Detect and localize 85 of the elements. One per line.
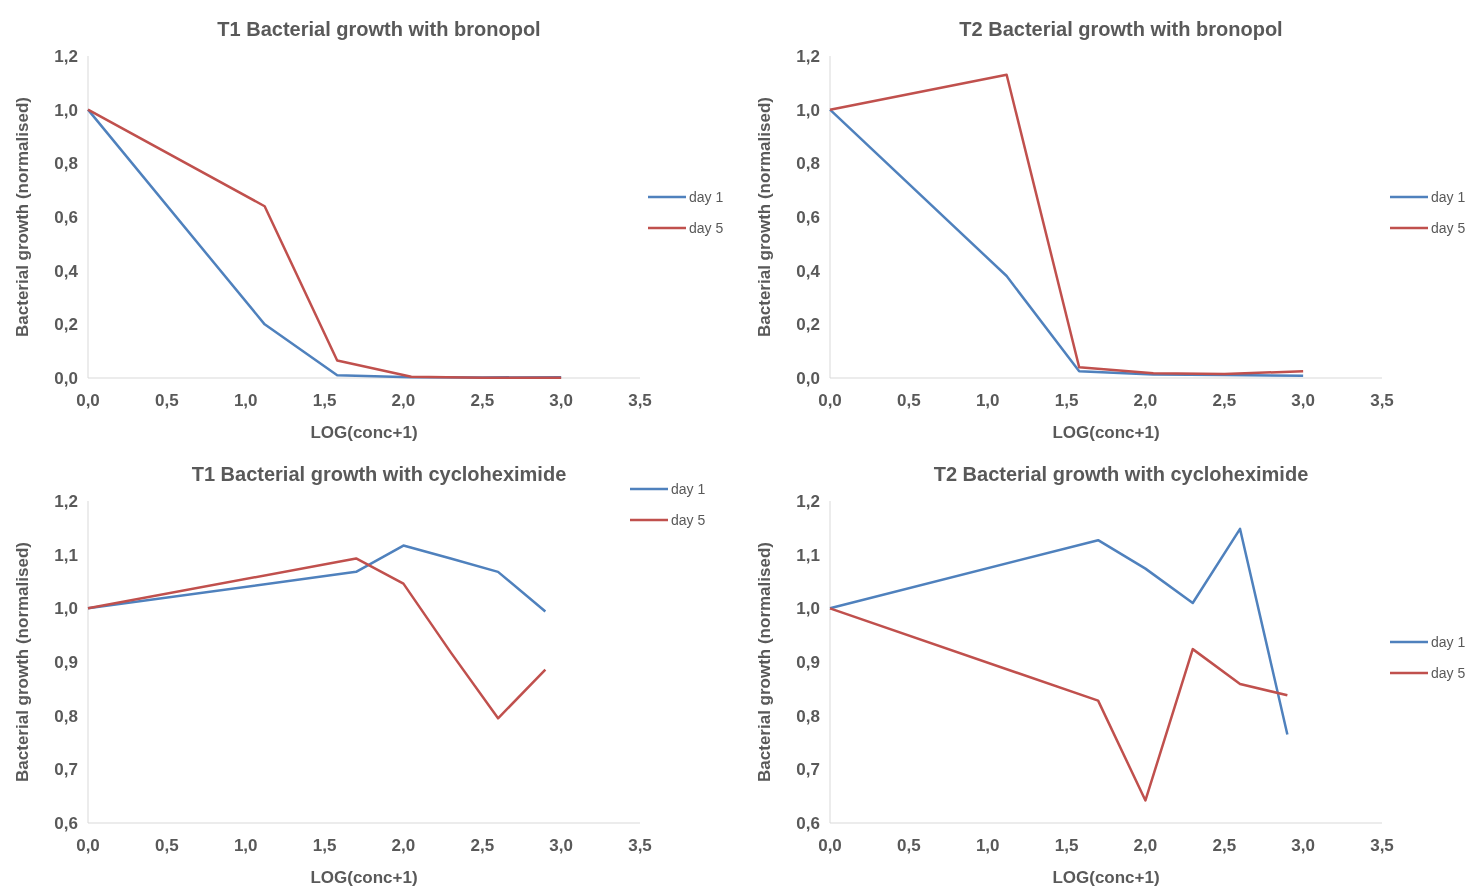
x-axis-title: LOG(conc+1) [1052,868,1160,887]
x-tick-label: 1,0 [975,391,1000,410]
y-tick-label: 0,6 [54,813,78,833]
x-tick-label: 1,0 [233,836,258,855]
x-tick-label: 1,0 [233,391,258,410]
x-tick-label: 1,5 [312,836,337,855]
y-tick-label: 1,0 [54,100,78,120]
y-tick-label: 1,2 [54,491,78,511]
x-axis-title: LOG(conc+1) [310,868,418,887]
x-axis-title: LOG(conc+1) [310,423,418,442]
y-tick-label: 1,0 [796,100,820,120]
chart-title: T1 Bacterial growth with cycloheximide [191,463,567,485]
x-tick-label: 1,5 [312,391,337,410]
y-tick-label: 0,6 [796,207,820,227]
line-series [86,557,547,720]
y-axis-title: Bacterial growth (normalised) [13,542,32,782]
y-tick-label: 0,2 [54,315,78,335]
x-tick-label: 1,0 [975,836,1000,855]
y-tick-label: 0,7 [796,760,820,780]
x-tick-label: 0,0 [818,836,842,855]
chart-title: T2 Bacterial growth with cycloheximide [933,463,1309,485]
y-tick-label: 0,8 [54,154,78,174]
x-tick-label: 2,0 [1133,391,1158,410]
y-axis-title: Bacterial growth (normalised) [755,542,774,782]
y-tick-label: 1,2 [796,46,820,66]
x-tick-label: 0,0 [818,391,842,410]
y-tick-label: 0,0 [796,368,820,388]
x-tick-label: 3,0 [549,836,573,855]
y-tick-label: 1,1 [54,545,78,565]
y-tick-label: 1,2 [796,491,820,511]
x-tick-label: 2,5 [470,836,495,855]
chart-title: T2 Bacterial growth with bronopol [959,18,1283,40]
x-tick-label: 2,0 [1133,836,1158,855]
y-tick-label: 1,0 [796,599,820,619]
y-tick-label: 1,0 [54,599,78,619]
x-tick-label: 2,5 [470,391,495,410]
legend-label: day 5 [671,511,706,528]
x-tick-label: 1,5 [1054,391,1079,410]
legend-label: day 5 [1431,664,1466,681]
y-tick-label: 0,0 [54,368,78,388]
y-tick-label: 0,4 [54,261,79,281]
y-tick-label: 1,1 [796,545,820,565]
chart-title: T1 Bacterial growth with bronopol [217,18,541,40]
x-axis-title: LOG(conc+1) [1052,423,1160,442]
y-tick-label: 0,8 [796,154,820,174]
x-tick-label: 3,0 [1291,836,1315,855]
legend-label: day 1 [1431,188,1466,205]
x-tick-label: 0,0 [76,391,100,410]
legend-label: day 1 [1431,633,1466,650]
y-tick-label: 0,9 [796,652,820,672]
y-axis-title: Bacterial growth (normalised) [13,97,32,337]
x-tick-label: 3,0 [1291,391,1315,410]
legend-label: day 5 [1431,219,1466,236]
x-tick-label: 0,0 [76,836,100,855]
x-tick-label: 3,5 [628,391,652,410]
line-series [86,108,563,379]
x-tick-label: 3,5 [628,836,652,855]
x-tick-label: 2,5 [1212,391,1237,410]
x-tick-label: 2,0 [391,391,416,410]
legend-label: day 1 [689,188,724,205]
line-series [828,607,1289,802]
y-tick-label: 0,2 [796,315,820,335]
x-tick-label: 0,5 [897,391,921,410]
y-tick-label: 1,2 [54,46,78,66]
y-tick-label: 0,8 [796,706,820,726]
x-tick-label: 1,5 [1054,836,1079,855]
x-tick-label: 2,5 [1212,836,1237,855]
legend-label: day 5 [689,219,724,236]
x-tick-label: 2,0 [391,836,416,855]
line-series [828,527,1289,736]
y-tick-label: 0,8 [54,706,78,726]
y-tick-label: 0,6 [54,207,78,227]
y-tick-label: 0,7 [54,760,78,780]
y-tick-label: 0,6 [796,813,820,833]
x-tick-label: 0,5 [897,836,921,855]
x-tick-label: 0,5 [155,836,179,855]
y-tick-label: 0,4 [796,261,821,281]
x-tick-label: 0,5 [155,391,179,410]
legend-label: day 1 [671,480,706,497]
line-series [86,544,547,613]
y-axis-title: Bacterial growth (normalised) [755,97,774,337]
y-tick-label: 0,9 [54,652,78,672]
x-tick-label: 3,0 [549,391,573,410]
x-tick-label: 3,5 [1370,391,1394,410]
x-tick-label: 3,5 [1370,836,1394,855]
